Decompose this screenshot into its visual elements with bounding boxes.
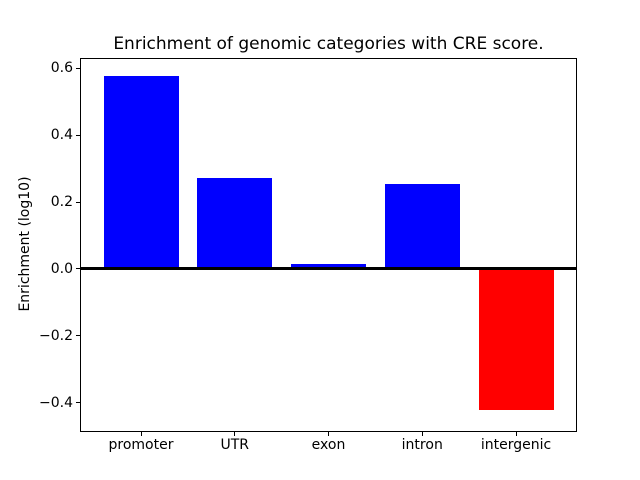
y-tick-label: 0.2 [50, 194, 73, 211]
y-tick-mark [76, 268, 80, 270]
y-tick-mark [76, 134, 80, 136]
bar-promoter [103, 75, 179, 269]
y-tick-label: 0.6 [50, 60, 73, 77]
bar-UTR [197, 178, 273, 269]
x-tick-label-intergenic: intergenic [480, 437, 552, 453]
x-tick-mark [140, 432, 142, 436]
y-tick-label: −0.4 [39, 394, 73, 411]
y-tick-mark [76, 335, 80, 337]
bar-exon [291, 263, 366, 269]
x-tick-mark [234, 432, 236, 436]
chart-title: Enrichment of genomic categories with CR… [113, 34, 544, 54]
y-tick-label: 0.4 [50, 127, 73, 144]
bar-intergenic [478, 268, 554, 410]
x-tick-mark [515, 432, 517, 436]
y-tick-mark [76, 201, 80, 203]
y-tick-label: −0.2 [39, 327, 73, 344]
x-tick-mark [421, 432, 423, 436]
plot-area: promoter UTR exon intron intergenic 0.6 0.4 0.2… [39, 58, 577, 453]
bar-intron [384, 184, 460, 269]
y-tick-mark [76, 402, 80, 404]
x-tick-label-exon: exon [311, 437, 346, 453]
x-tick-label-intron: intron [401, 437, 443, 453]
x-tick-mark [328, 432, 329, 436]
y-tick-label: 0.0 [50, 260, 73, 277]
y-tick-mark [76, 67, 80, 69]
x-tick-label-promoter: promoter [108, 437, 174, 453]
x-tick-label-UTR: UTR [220, 437, 250, 453]
zero-line [81, 267, 576, 271]
